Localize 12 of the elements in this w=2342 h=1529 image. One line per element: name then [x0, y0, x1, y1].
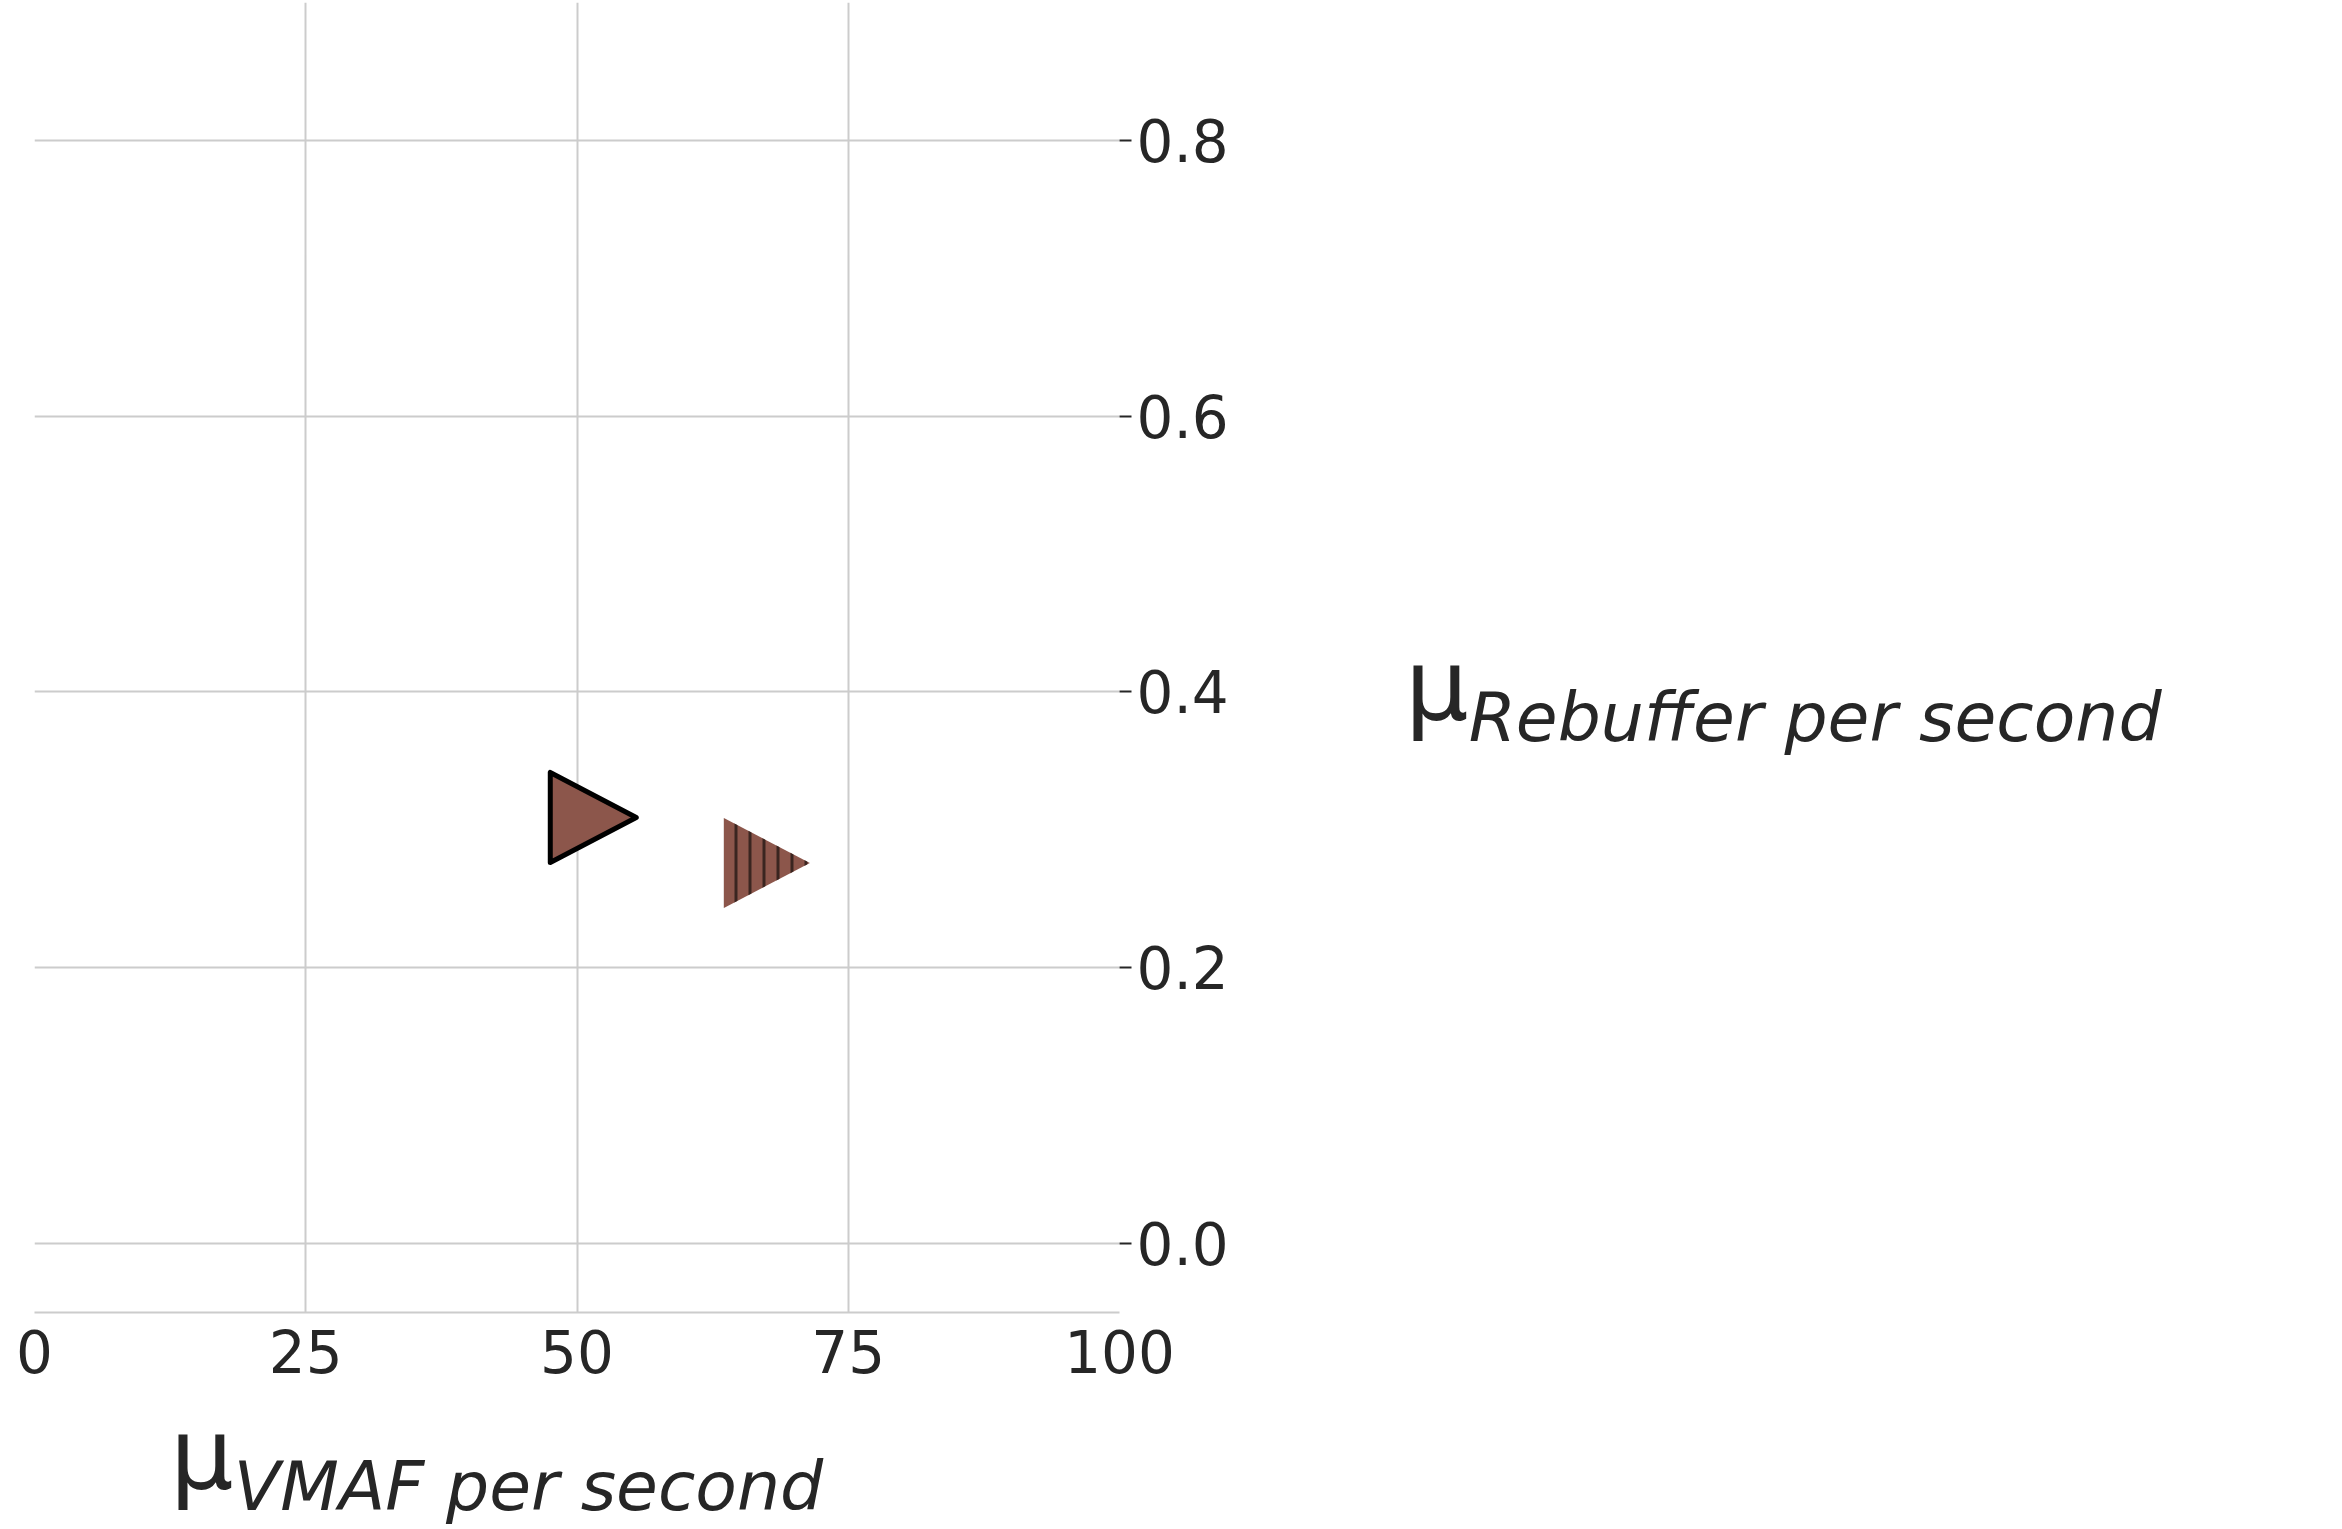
x-tick-label: 100 [1064, 1318, 1175, 1387]
y-tick-label: 0.8 [1136, 107, 1229, 176]
y-tick-label: 0.2 [1136, 935, 1229, 1004]
y-tick-label: 0.0 [1136, 1211, 1229, 1280]
y-tick-label: 0.4 [1136, 659, 1229, 728]
x-tick-label: 75 [811, 1318, 886, 1387]
y-tick-label: 0.6 [1136, 383, 1229, 452]
x-tick-label: 25 [268, 1318, 343, 1387]
x-tick-label: 50 [540, 1318, 614, 1387]
x-axis-title: μ$_{VMAF per second}$ [170, 1396, 824, 1528]
y-axis-title: μ$_{Rebuffer per second}$ [1405, 626, 2162, 759]
x-tick-label: 0 [16, 1318, 53, 1387]
